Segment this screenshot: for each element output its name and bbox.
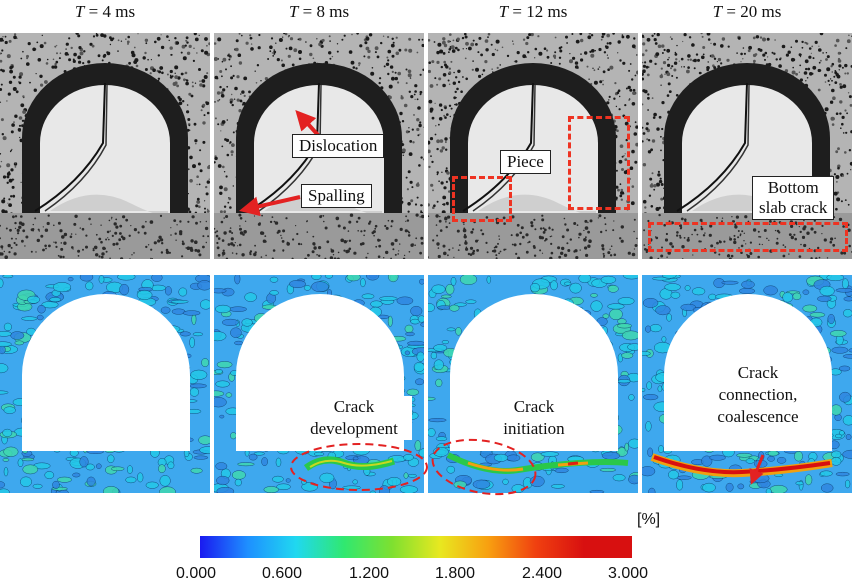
colorbar-segment [440, 536, 488, 558]
colorbar-segment [392, 536, 440, 558]
colorbar-tick-label: 1.200 [349, 565, 389, 583]
colorbar-segment [488, 536, 536, 558]
colorbar-segment [248, 536, 296, 558]
colorbar-segment [200, 536, 248, 558]
colorbar-unit: [%] [637, 511, 660, 529]
colorbar-tick-label: 2.400 [522, 565, 562, 583]
colorbar-segment [584, 536, 632, 558]
colorbar-tick-label: 0.600 [262, 565, 302, 583]
colorbar-segment [536, 536, 584, 558]
colorbar-tick-label: 0.000 [176, 565, 216, 583]
crack-development-ellipse [291, 444, 427, 490]
colorbar-segment [296, 536, 344, 558]
crack-initiation-ellipse [428, 432, 539, 501]
colorbar-segment [344, 536, 392, 558]
colorbar-tick-label: 1.800 [435, 565, 475, 583]
colorbar [200, 536, 632, 558]
colorbar-tick-label: 3.000 [608, 565, 648, 583]
